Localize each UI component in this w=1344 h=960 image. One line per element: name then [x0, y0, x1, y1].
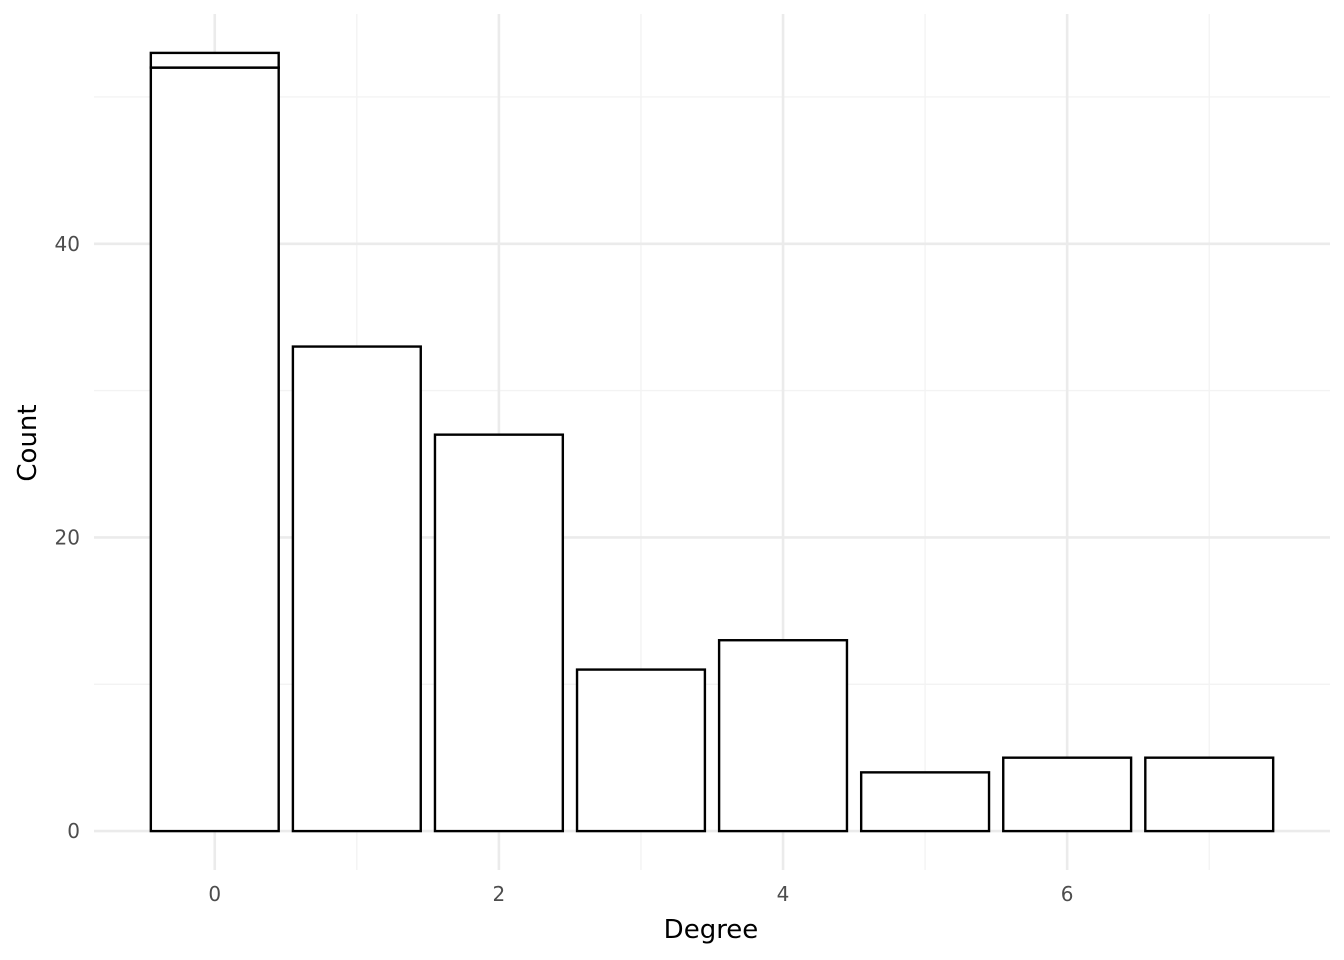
x-tick-label: 6 — [1061, 882, 1074, 906]
bar-degree-1 — [291, 345, 422, 833]
y-axis-title: Count — [13, 404, 43, 481]
x-tick-label: 0 — [208, 882, 221, 906]
bar-degree-2 — [433, 433, 565, 833]
bar-degree-0 — [149, 66, 280, 833]
bar-degree-6 — [1002, 756, 1133, 833]
x-tick-label: 4 — [777, 882, 790, 906]
x-axis-title: Degree — [664, 915, 759, 945]
y-tick-labels: 0 20 40 — [55, 232, 80, 843]
bar-degree-4 — [717, 639, 849, 833]
y-tick-label: 40 — [55, 232, 80, 256]
bar-degree-3 — [575, 668, 707, 833]
y-tick-label: 20 — [55, 525, 80, 549]
bar-degree-5 — [859, 771, 991, 833]
bar-degree-0 — [149, 51, 280, 69]
y-tick-label: 0 — [67, 819, 80, 843]
bar-degree-7 — [1144, 756, 1275, 833]
bars — [149, 51, 1275, 833]
x-tick-label: 2 — [493, 882, 506, 906]
x-tick-labels: 0 2 4 6 — [208, 882, 1073, 906]
